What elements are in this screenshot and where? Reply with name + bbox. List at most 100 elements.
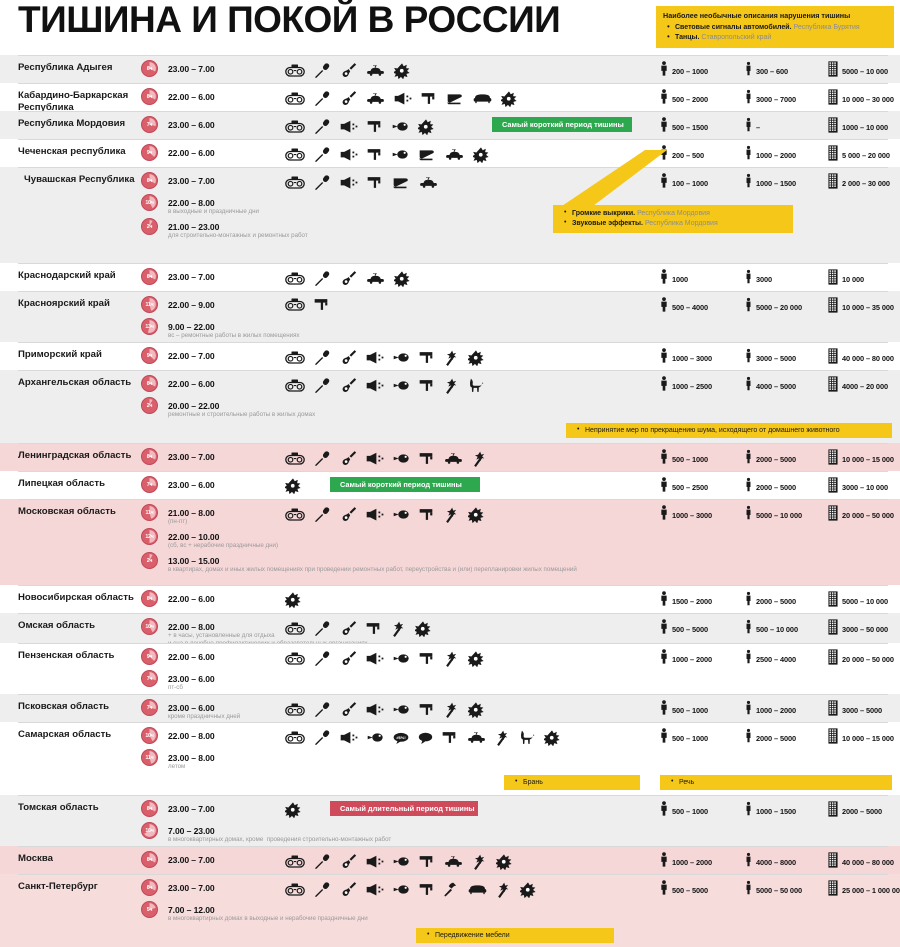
region-name: Пензенская область	[18, 650, 115, 661]
callout-item: Речь	[671, 777, 884, 788]
violation-icons	[285, 802, 301, 818]
megaphone-icon	[366, 855, 384, 869]
fine-value: 500 – 1000	[672, 705, 708, 715]
person-icon	[660, 591, 668, 611]
microphone-icon	[314, 90, 331, 107]
fine-value: 1000 – 3000	[672, 353, 712, 363]
microphone-icon	[314, 729, 331, 746]
fine-value: 500 – 2500	[672, 482, 708, 492]
boombox-icon	[285, 176, 305, 189]
silence-hours-badge: 8ч	[141, 268, 158, 285]
sparks-icon	[444, 507, 459, 523]
official-icon	[745, 89, 752, 109]
fine-officials: 2000 – 5000	[745, 591, 796, 611]
fine-value: 10 000 – 35 000	[842, 303, 894, 312]
fine-value: 500 – 1000	[672, 454, 708, 464]
firework-icon	[520, 881, 536, 898]
period-tag: Самый короткий период тишины	[492, 117, 632, 132]
fine-value: 5 000 – 20 000	[842, 151, 890, 160]
violation-icons	[285, 881, 536, 898]
fine-value: 1500 – 2000	[672, 596, 712, 606]
rech-callout: Речь	[660, 775, 892, 790]
official-icon	[745, 649, 752, 669]
fine-value: 5000 – 10 000	[756, 510, 802, 520]
fine-value: 500 – 10 000	[756, 624, 798, 634]
row-divider	[18, 111, 888, 112]
silence-hours-badge: 2ч	[141, 397, 158, 414]
microphone-icon	[314, 701, 331, 718]
official-icon	[745, 61, 752, 81]
fine-value: 1000 – 2000	[672, 857, 712, 867]
table-row: Чеченская республика 9ч 22.00 – 6.00 200 – …	[0, 139, 900, 167]
silence-hours-badge: 11ч	[141, 749, 158, 766]
drill-icon	[419, 703, 435, 716]
microphone-icon	[314, 450, 331, 467]
region-name: Чувашская Республика	[24, 174, 135, 185]
page-title: ТИШИНА И ПОКОЙ В РОССИИ	[18, 0, 561, 40]
building-icon	[828, 852, 838, 873]
fine-individuals: 500 – 1000	[660, 801, 708, 821]
person-icon	[660, 61, 668, 81]
fine-value: 40 000 – 80 000	[842, 354, 894, 363]
fine-value: 1000 – 2000	[672, 654, 712, 664]
fine-legal-entities: 40 000 – 80 000	[828, 852, 894, 873]
fine-value: 3000 – 7000	[756, 94, 796, 104]
megaphone-icon	[366, 652, 384, 666]
silence-time-note: в многоквартирных домах, кроме проведени…	[168, 836, 392, 843]
legend-item-region: Республика Бурятия	[793, 24, 860, 31]
silence-time-range: 23.00 – 7.00	[168, 452, 215, 462]
person-icon	[660, 376, 668, 396]
person-icon	[660, 449, 668, 469]
fine-officials: 3000 – 5000	[745, 348, 796, 368]
silence-hours-badge: 7ч	[141, 670, 158, 687]
infographic-page: ТИШИНА И ПОКОЙ В РОССИИ Наиболее необычн…	[0, 0, 900, 872]
fine-value: 20 000 – 50 000	[842, 655, 894, 664]
period-tag: Самый короткий период тишины	[330, 477, 480, 492]
silence-time-range: 22.00 – 6.00	[168, 652, 215, 662]
region-name: Омская область	[18, 620, 96, 631]
region-name: Республика Адыгея	[18, 62, 113, 73]
region-name: Архангельская область	[18, 377, 132, 388]
table-row: Новосибирская область 8ч 22.00 – 6.00 1500 …	[0, 585, 900, 613]
drill-icon	[367, 120, 383, 133]
silence-hours-badge: 10ч	[141, 727, 158, 744]
silence-time-note: (пн-пт)	[168, 518, 188, 525]
violation-icons	[285, 62, 410, 79]
fine-individuals: 500 – 2500	[660, 477, 708, 497]
legend-box: Наиболее необычные описания нарушения ти…	[656, 6, 894, 48]
fine-value: 500 – 1000	[672, 733, 708, 743]
region-name: Республика Мордовия	[18, 118, 126, 129]
guitar-icon	[340, 377, 357, 394]
fine-individuals: 1000 – 2500	[660, 376, 712, 396]
sofa-icon	[473, 93, 492, 104]
building-icon	[828, 61, 838, 82]
firework-icon	[394, 62, 410, 79]
microphone-icon	[314, 146, 331, 163]
fine-value: 1000 – 1500	[756, 806, 796, 816]
row-divider	[18, 443, 888, 444]
silence-time-note: в выходные и праздничные дни	[168, 208, 259, 215]
table-row: Краснодарский край 8ч 23.00 – 7.00 1000 3000…	[0, 263, 900, 291]
person-icon	[660, 269, 668, 289]
fine-value: 100 – 1000	[672, 178, 708, 188]
region-name: Чеченская республика	[18, 146, 126, 157]
fine-individuals: 1000 – 3000	[660, 348, 712, 368]
table-row: Липецкая область 7ч 23.00 – 6.00 500 – 2500…	[0, 471, 900, 499]
official-icon	[745, 145, 752, 165]
boombox-icon	[285, 272, 305, 285]
dog-icon	[519, 730, 535, 745]
person-icon	[660, 852, 668, 872]
silence-time-note: в квартирах, домах и иных жилых помещени…	[168, 566, 577, 573]
silence-time-range: 22.00 – 8.00	[168, 198, 215, 208]
fine-value: 300 – 600	[756, 66, 788, 76]
building-icon	[828, 591, 838, 612]
region-name: Приморский край	[18, 349, 102, 360]
silence-time-range: 22.00 – 8.00	[168, 622, 215, 632]
fine-value: 5000 – 10 000	[842, 597, 888, 606]
fine-value: 1000 – 3000	[672, 510, 712, 520]
silence-time-range: 7.00 – 23.00	[168, 826, 215, 836]
callout-item: Брань	[515, 777, 632, 788]
car-icon	[366, 64, 385, 77]
fine-legal-entities: 10 000 – 30 000	[828, 89, 894, 110]
silence-time-range: 23.00 – 6.00	[168, 480, 215, 490]
